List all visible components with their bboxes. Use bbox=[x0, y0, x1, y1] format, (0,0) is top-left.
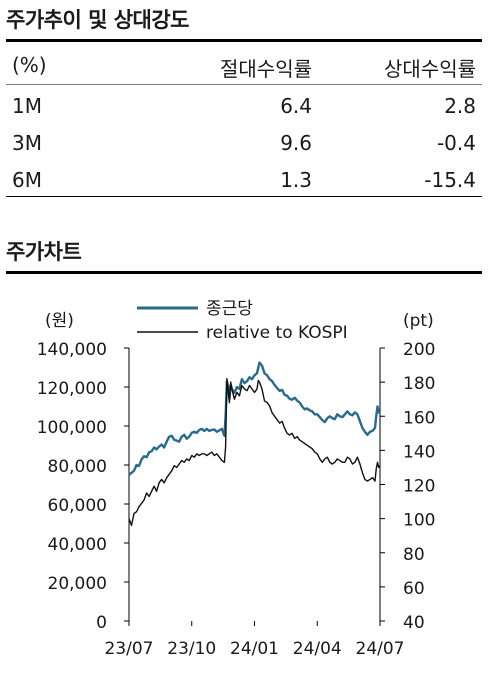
table-top-rule bbox=[6, 39, 482, 42]
column-header-unit: (%) bbox=[12, 53, 47, 77]
right-tick-label: 40 bbox=[403, 613, 425, 633]
right-tick-label: 120 bbox=[403, 477, 435, 497]
right-tick-label: 60 bbox=[403, 579, 425, 599]
x-tick-label: 24/04 bbox=[293, 639, 342, 659]
chart-lines bbox=[128, 361, 381, 527]
row-absolute-return: 6.4 bbox=[280, 94, 312, 118]
row-period: 3M bbox=[12, 131, 42, 155]
returns-title: 주가추이 및 상대강도 bbox=[6, 8, 190, 32]
left-tick-label: 100,000 bbox=[37, 418, 107, 438]
row-relative-return: 2.8 bbox=[444, 94, 476, 118]
right-tick-label: 80 bbox=[403, 545, 425, 565]
legend-label-relative: relative to KOSPI bbox=[206, 323, 348, 343]
stock-price-chart: 0 20,000 40,000 60,000 80,000 100,000 120,000 1… bbox=[37, 299, 436, 659]
column-header-relative: 상대수익률 bbox=[384, 57, 476, 81]
column-header-absolute: 절대수익률 bbox=[220, 57, 312, 81]
right-tick-label: 140 bbox=[403, 442, 435, 462]
chart-section-rule bbox=[6, 271, 482, 274]
x-tick-label: 23/10 bbox=[167, 639, 216, 659]
row-absolute-return: 1.3 bbox=[280, 168, 312, 192]
table-header-rule bbox=[6, 84, 482, 85]
right-tick-label: 100 bbox=[403, 511, 435, 531]
legend-label-stock: 종근당 bbox=[206, 299, 253, 319]
left-tick-label: 60,000 bbox=[48, 496, 107, 516]
left-tick-label: 120,000 bbox=[37, 379, 107, 399]
row-absolute-return: 9.6 bbox=[280, 131, 312, 155]
table-bottom-rule bbox=[6, 196, 482, 197]
left-tick-label: 40,000 bbox=[48, 535, 107, 555]
right-tick-label: 180 bbox=[403, 374, 435, 394]
left-unit-label: (원) bbox=[45, 311, 74, 331]
table-row: 3M 9.6 -0.4 bbox=[6, 125, 482, 161]
chart-section-title: 주가차트 bbox=[6, 240, 82, 264]
stock-price-line bbox=[128, 361, 381, 476]
table-row: 6M 1.3 -15.4 bbox=[6, 162, 482, 198]
table-header-row: (%) 절대수익률 상대수익률 bbox=[6, 47, 482, 83]
x-tick-label: 24/07 bbox=[356, 639, 405, 659]
row-period: 6M bbox=[12, 168, 42, 192]
chart-legend: 종근당 relative to KOSPI bbox=[137, 299, 348, 343]
left-tick-label: 80,000 bbox=[48, 457, 107, 477]
right-unit-label: (pt) bbox=[403, 311, 434, 331]
x-tick-label: 24/01 bbox=[230, 639, 279, 659]
row-relative-return: -15.4 bbox=[424, 168, 476, 192]
x-tick-label: 23/07 bbox=[105, 639, 154, 659]
row-relative-return: -0.4 bbox=[436, 131, 476, 155]
relative-kospi-line bbox=[128, 378, 381, 527]
table-row: 1M 6.4 2.8 bbox=[6, 88, 482, 124]
chart-axes: 0 20,000 40,000 60,000 80,000 100,000 120,000 1… bbox=[37, 311, 436, 659]
left-tick-label: 20,000 bbox=[48, 574, 107, 594]
right-tick-label: 160 bbox=[403, 408, 435, 428]
right-tick-label: 200 bbox=[403, 340, 435, 360]
left-tick-label: 0 bbox=[96, 613, 107, 633]
row-period: 1M bbox=[12, 94, 42, 118]
left-tick-label: 140,000 bbox=[37, 340, 107, 360]
